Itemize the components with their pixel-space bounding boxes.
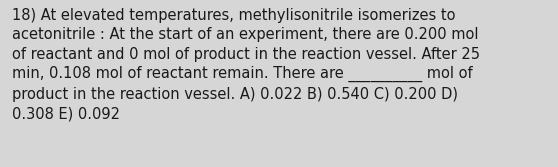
Text: 18) At elevated temperatures, methylisonitrile isomerizes to
acetonitrile : At t: 18) At elevated temperatures, methylison… — [12, 8, 480, 122]
